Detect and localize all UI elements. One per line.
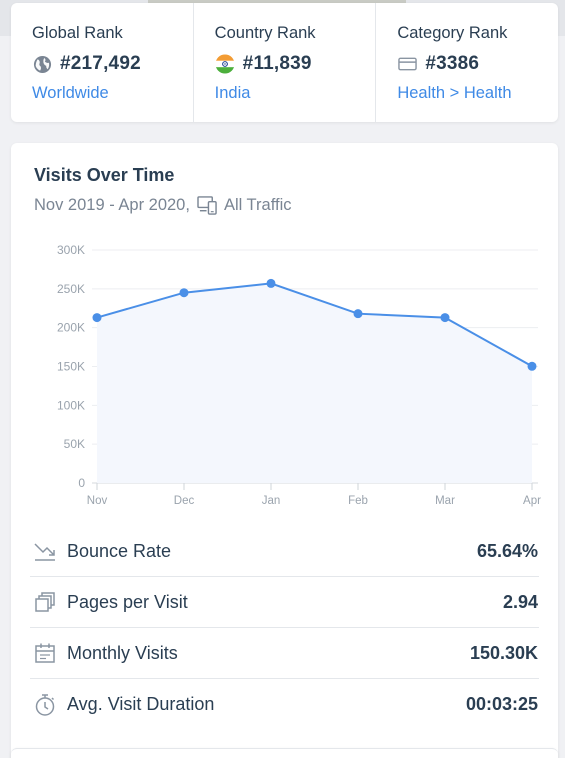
data-point [440, 313, 450, 323]
x-tick-label: Apr [523, 495, 541, 507]
x-tick-label: Feb [348, 495, 368, 507]
y-tick-label: 50K [64, 437, 85, 451]
rank-title: Category Rank [397, 24, 508, 42]
worldwide-link[interactable]: Worldwide [32, 84, 109, 102]
x-tick-label: Nov [87, 495, 108, 507]
stopwatch-icon [32, 692, 58, 718]
visits-title: Visits Over Time [34, 165, 175, 185]
country-rank-value: #11,839 [242, 53, 312, 74]
next-card [11, 748, 558, 758]
avg-visit-duration-row: Avg. Visit Duration 00:03:25 [30, 679, 539, 730]
ranks-card: Global Rank #217,492 Worldwide Country R… [11, 3, 558, 122]
global-rank-value: #217,492 [60, 53, 141, 74]
data-point [266, 278, 276, 288]
category-rank-value: #3386 [425, 53, 480, 74]
metrics-list: Bounce Rate 65.64% Pages per Visit 2.94 [30, 526, 539, 730]
health-category-link[interactable]: Health > Health [397, 84, 512, 102]
x-tick-label: Mar [435, 495, 455, 507]
data-point [353, 309, 363, 319]
y-tick-label: 150K [57, 360, 85, 374]
monthly-visits-row: Monthly Visits 150.30K [30, 628, 539, 679]
visits-chart: 0 50K 100K 150K 200K 250K 300K Nov Dec Jan Feb Mar A… [57, 243, 541, 507]
data-point [92, 313, 102, 323]
date-range: Nov 2019 - Apr 2020, [34, 196, 190, 214]
x-tick-label: Dec [174, 495, 195, 507]
metric-label: Pages per Visit [67, 591, 188, 612]
metric-label: Avg. Visit Duration [67, 694, 215, 714]
pages-icon [32, 589, 58, 615]
pages-per-visit-row: Pages per Visit 2.94 [30, 577, 539, 628]
data-point [527, 361, 537, 371]
globe-icon [32, 54, 52, 74]
rank-title: Global Rank [32, 24, 123, 42]
metric-label: Monthly Visits [67, 642, 178, 663]
india-link[interactable]: India [214, 84, 251, 102]
pages-per-visit-value: 2.94 [502, 591, 538, 612]
data-point [179, 288, 189, 298]
bounce-rate-icon [32, 538, 58, 564]
metric-label: Bounce Rate [67, 540, 172, 561]
avg-visit-duration-value: 00:03:25 [465, 694, 538, 714]
series-line [96, 282, 533, 368]
bounce-rate-row: Bounce Rate 65.64% [30, 526, 539, 577]
global-rank: Global Rank #217,492 Worldwide [11, 3, 193, 122]
bounce-rate-value: 65.64% [476, 540, 538, 561]
visits-card: Visits Over Time Nov 2019 - Apr 2020, Al… [11, 143, 558, 758]
category-rank: Category Rank #3386 Health > Health [375, 3, 558, 122]
country-rank: Country Rank #11,839 India [192, 3, 376, 122]
category-box-icon [397, 54, 417, 74]
y-tick-label: 100K [57, 398, 85, 412]
y-tick-label: 200K [57, 321, 85, 335]
rank-title: Country Rank [214, 24, 316, 42]
traffic-type: All Traffic [223, 196, 292, 214]
y-tick-label: 300K [57, 243, 85, 257]
x-tick-label: Jan [262, 495, 281, 507]
monthly-visits-value: 150.30K [469, 642, 538, 663]
visits-subtitle: Nov 2019 - Apr 2020, All Traffic [34, 196, 291, 215]
y-tick-label: 250K [57, 282, 85, 296]
y-tick-label: 0 [78, 476, 85, 490]
devices-icon [197, 196, 218, 215]
calendar-icon [32, 640, 58, 666]
area-fill [97, 283, 532, 483]
india-flag-icon [215, 54, 235, 74]
